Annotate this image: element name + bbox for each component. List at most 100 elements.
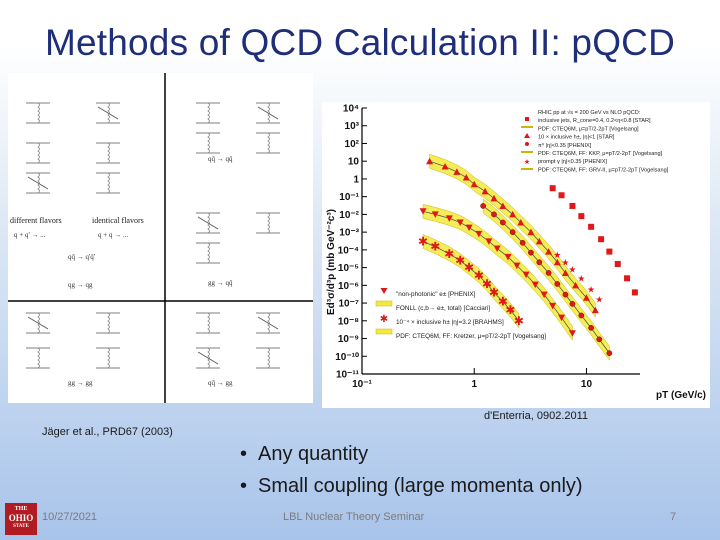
y-tick-label: 10⁻⁸ bbox=[338, 316, 359, 327]
data-point-4-13 bbox=[549, 302, 557, 310]
y-tick-label: 10⁻⁴ bbox=[338, 245, 359, 256]
feynman-diagram-7 bbox=[256, 102, 280, 124]
data-point-4-8 bbox=[504, 253, 512, 261]
legend-entry-top: PDF: CTEQ6M, μ=pT/2-2pT [Vogelsang] bbox=[538, 126, 639, 132]
y-tick-label: 10 bbox=[348, 157, 360, 168]
legend-marker bbox=[375, 300, 393, 307]
process-label-6: gg → gg bbox=[68, 379, 93, 387]
theory-band-5 bbox=[422, 234, 520, 329]
citation-jager: Jäger et al., PRD67 (2003) bbox=[42, 426, 173, 438]
data-point-3-3: ★ bbox=[577, 273, 585, 283]
data-point-1-3 bbox=[462, 174, 470, 181]
data-point-4-14 bbox=[558, 314, 566, 322]
legend-entry-top: π⁰ |η|<0.35 [PHENIX] bbox=[538, 142, 592, 149]
y-tick-label: 10⁻³ bbox=[339, 228, 359, 239]
data-point-2-8 bbox=[554, 281, 561, 287]
data-point-1-12 bbox=[545, 248, 553, 255]
legend-marker bbox=[524, 133, 530, 138]
legend-entry-bottom: 10⁻⁴ × inclusive h± |η|=3.2 [BRAHMS] bbox=[396, 319, 504, 326]
data-point-1-17 bbox=[591, 306, 599, 314]
legend-entry-top: PDF: CTEQ6M, FF: GRV-II, μ=pT/2-2pT [Vog… bbox=[538, 167, 669, 173]
data-point-2-9 bbox=[562, 291, 569, 298]
bullet-text: Small coupling (large momenta only) bbox=[258, 475, 583, 497]
legend-entry-bottom: PDF: CTEQ6M, FF: Kretzer, μ=pT/2-2pT [Vo… bbox=[396, 333, 546, 340]
feynman-diagram-2 bbox=[26, 142, 50, 164]
data-point-2-3 bbox=[509, 229, 516, 235]
data-point-5-3: ✱ bbox=[455, 254, 465, 268]
feynman-diagram-10 bbox=[196, 212, 220, 234]
footer-date: 10/27/2021 bbox=[42, 511, 98, 523]
feynman-diagram-14 bbox=[96, 312, 120, 334]
feynman-diagram-19 bbox=[196, 347, 220, 369]
feynman-diagram-0 bbox=[26, 102, 50, 124]
feynman-diagram-9 bbox=[256, 132, 280, 154]
feynman-diagram-1 bbox=[96, 102, 120, 124]
footer-seminar: LBL Nuclear Theory Seminar bbox=[283, 511, 425, 523]
data-point-3-2: ★ bbox=[568, 264, 576, 274]
data-point-3-5: ★ bbox=[595, 294, 603, 304]
feynman-diagram-12 bbox=[196, 242, 220, 264]
data-point-1-13 bbox=[553, 258, 561, 266]
bullet-item: • Small coupling (large momenta only) bbox=[240, 470, 583, 502]
slide-title: Methods of QCD Calculation II: pQCD bbox=[44, 22, 676, 63]
data-point-1-1 bbox=[441, 163, 449, 170]
label-identical-flavors: identical flavors bbox=[92, 216, 144, 225]
data-point-4-3 bbox=[456, 219, 464, 226]
y-tick-label: 10⁻² bbox=[339, 210, 359, 221]
data-point-1-16 bbox=[582, 294, 590, 301]
data-point-0-9 bbox=[631, 289, 638, 296]
legend-entry-bottom: FONLL (c,b→ e±, total) [Cacciari] bbox=[396, 305, 490, 312]
data-point-0-2 bbox=[569, 202, 576, 209]
y-tick-label: 10⁻⁹ bbox=[338, 334, 359, 345]
legend-marker bbox=[380, 288, 388, 294]
y-tick-label: 10⁻¹⁰ bbox=[335, 352, 359, 363]
x-tick-label: 1 bbox=[471, 379, 477, 390]
theory-band-2 bbox=[482, 198, 610, 361]
data-point-0-8 bbox=[624, 275, 631, 282]
legend-entry-top: 10 × inclusive h±, |η|<1 [STAR] bbox=[538, 135, 615, 141]
data-point-1-6 bbox=[490, 194, 498, 202]
data-point-2-5 bbox=[528, 249, 534, 256]
cross-section-chart: 10⁴ 10³ 10² 10 1 10⁻¹ 10⁻² 10⁻³ 10⁻⁴ 10⁻⁵ 10⁻⁶ 10⁻⁷… bbox=[322, 102, 710, 408]
x-axis-label: pT (GeV/c) bbox=[656, 390, 706, 401]
feynman-diagram-3 bbox=[96, 142, 120, 164]
ohio-state-logo: THE OHIO STATE bbox=[5, 503, 37, 535]
legend-entry-bottom: "non-photonic" e± [PHENIX] bbox=[396, 291, 476, 298]
theory-band-4 bbox=[422, 203, 573, 341]
process-label-1: q + q → ... bbox=[98, 231, 128, 239]
bullet-text: Any quantity bbox=[258, 443, 369, 465]
data-point-5-9: ✱ bbox=[505, 303, 515, 317]
y-tick-label: 10³ bbox=[345, 121, 360, 132]
bullet-list: • Any quantity • Small coupling (large mom… bbox=[240, 438, 583, 502]
data-point-3-4: ★ bbox=[587, 284, 595, 294]
data-point-1-2 bbox=[453, 168, 461, 175]
feynman-diagram-11 bbox=[256, 212, 280, 234]
y-tick-label: 10⁻⁷ bbox=[338, 299, 359, 310]
data-point-5-8: ✱ bbox=[498, 295, 508, 309]
data-point-2-11 bbox=[578, 312, 585, 319]
citation-denterria: d'Enterria, 0902.2011 bbox=[484, 410, 589, 422]
data-point-5-1: ✱ bbox=[430, 240, 440, 254]
feynman-diagrams-figure: different flavors identical flavors q + … bbox=[8, 73, 313, 403]
data-point-4-4 bbox=[465, 224, 473, 232]
data-point-5-6: ✱ bbox=[482, 277, 492, 291]
process-label-0: q + q' → ... bbox=[14, 231, 46, 239]
y-tick-label: 10⁻¹ bbox=[339, 192, 359, 203]
process-label-7: qq̄ → gg bbox=[208, 379, 233, 387]
feynman-diagram-17 bbox=[26, 347, 50, 369]
feynman-diagram-8 bbox=[196, 132, 220, 154]
data-point-4-10 bbox=[522, 271, 530, 279]
y-tick-label: 10⁻¹¹ bbox=[336, 370, 360, 381]
data-point-1-5 bbox=[481, 187, 489, 195]
data-point-1-14 bbox=[561, 269, 569, 276]
data-point-4-7 bbox=[493, 245, 501, 252]
data-point-2-4 bbox=[519, 239, 526, 246]
data-point-2-6 bbox=[536, 259, 543, 266]
feynman-diagram-13 bbox=[26, 312, 50, 334]
process-label-3: qq̄ → qq̄ bbox=[208, 155, 233, 163]
theory-curve-5 bbox=[422, 241, 520, 322]
data-point-5-0: ✱ bbox=[418, 234, 428, 248]
data-point-1-15 bbox=[572, 281, 580, 289]
data-point-2-12 bbox=[588, 325, 594, 331]
data-point-0-0 bbox=[549, 185, 556, 192]
